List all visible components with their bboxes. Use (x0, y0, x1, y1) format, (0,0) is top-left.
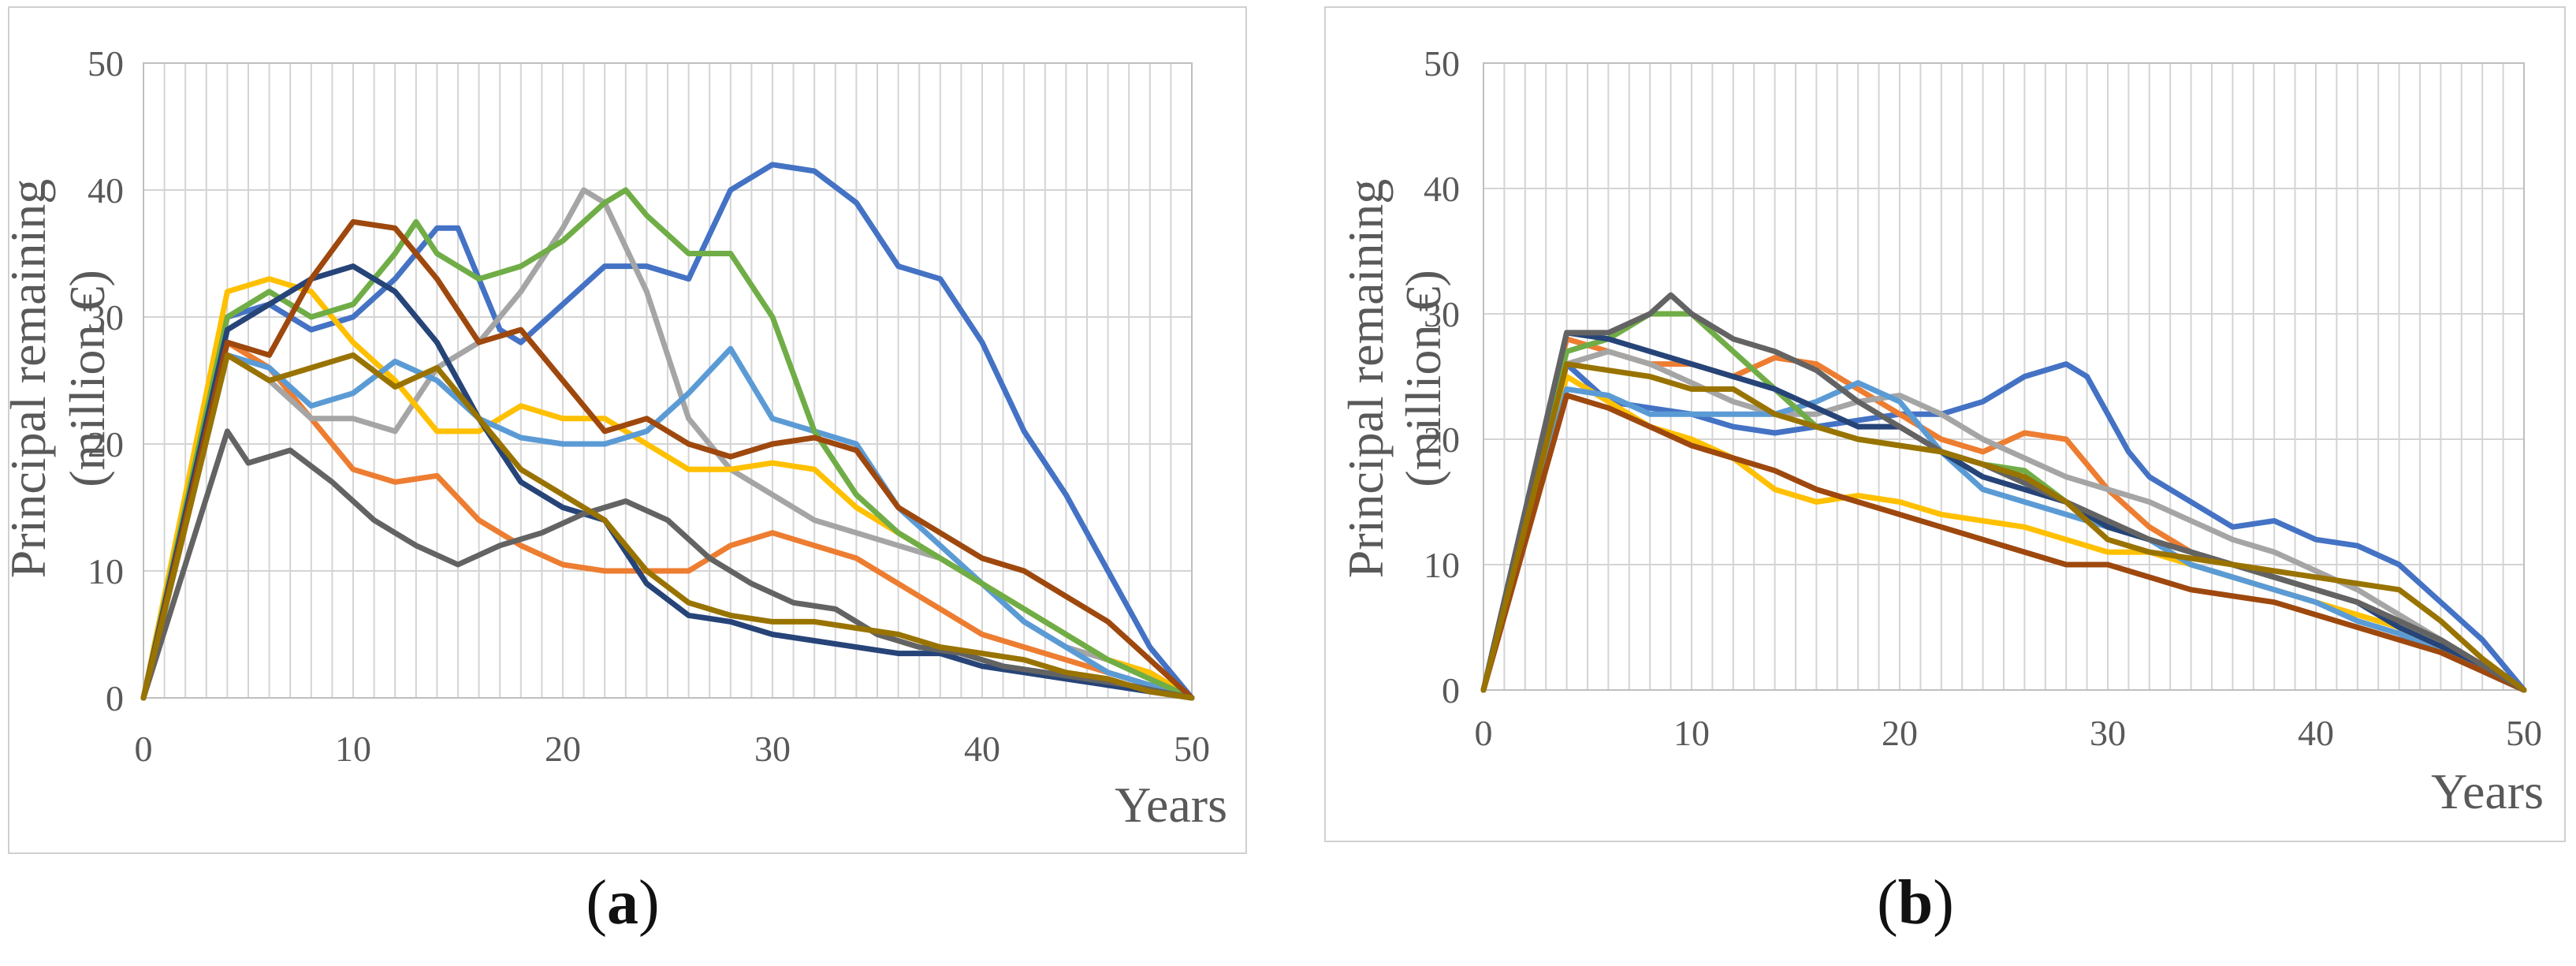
chart-panel-a: 0 10 20 30 40 50 0 10 20 30 40 50 Principal remainin… (0, 6, 1247, 854)
series-line-s1 (1480, 361, 2527, 693)
y-axis-title-line2: (million €) (59, 270, 115, 487)
series-line-s5 (140, 345, 1195, 701)
series-line-s8 (140, 218, 1195, 701)
x-axis-title: Years (1115, 777, 1227, 833)
x-tick-label: 40 (2298, 713, 2334, 753)
y-tick-label: 40 (1424, 169, 1460, 209)
x-tick-label: 10 (1673, 713, 1710, 753)
x-axis-title: Years (2431, 763, 2544, 819)
x-tick-label: 20 (545, 729, 581, 769)
y-tick-label: 50 (1424, 43, 1460, 84)
x-tick-label: 30 (2090, 713, 2126, 753)
y-tick-label: 0 (106, 678, 124, 718)
x-tick-label: 0 (135, 729, 153, 769)
x-tick-label: 40 (964, 729, 1000, 769)
y-axis-title-line2: (million €) (1395, 270, 1451, 487)
chart-b: 0 10 20 30 40 50 0 10 20 30 40 50 Principal remainin… (1338, 43, 2544, 819)
y-axis-title-line1: Principal remaining (0, 179, 56, 579)
series-line-s1 (140, 162, 1195, 701)
series-line-s7 (140, 263, 1195, 701)
y-tick-label: 30 (1424, 294, 1460, 334)
y-tick-label: 20 (87, 424, 124, 464)
series-line-s10 (140, 352, 1195, 701)
series-line-s5 (1480, 379, 2527, 693)
caption-a: (a) (586, 868, 660, 938)
y-tick-label: 40 (87, 170, 124, 211)
y-tick-label: 30 (87, 297, 124, 338)
y-tick-label: 10 (1424, 545, 1460, 585)
x-tick-label: 50 (1174, 729, 1210, 769)
series-line-s6 (140, 187, 1195, 701)
x-tick-label: 0 (1475, 713, 1493, 753)
y-tick-label: 20 (1424, 420, 1460, 460)
series-line-s10 (1480, 361, 2527, 693)
chart-panel-b: 0 10 20 30 40 50 0 10 20 30 40 50 Principal remainin… (1324, 6, 2566, 842)
x-tick-label: 10 (335, 729, 371, 769)
caption-b-letter: b (1897, 868, 1934, 938)
caption-a-letter: a (607, 868, 638, 938)
x-tick-label: 30 (754, 729, 791, 769)
x-tick-label: 20 (1882, 713, 1918, 753)
y-tick-label: 50 (87, 43, 124, 84)
y-tick-label: 10 (87, 551, 124, 591)
series-line-s9 (1480, 292, 2527, 693)
plot-area-a (143, 62, 1193, 699)
caption-b: (b) (1877, 868, 1954, 938)
series-line-s3 (1480, 349, 2527, 693)
series-line-s9 (140, 428, 1195, 701)
y-tick-label: 0 (1442, 670, 1460, 711)
y-axis-title-line1: Principal remaining (1338, 179, 1394, 579)
plot-area-b (1483, 62, 2525, 691)
chart-a: 0 10 20 30 40 50 0 10 20 30 40 50 Principal remainin… (0, 43, 1227, 833)
x-tick-label: 50 (2506, 713, 2542, 753)
series-line-s8 (1480, 392, 2527, 693)
series-line-s2 (140, 339, 1195, 701)
series-line-s4 (1480, 374, 2527, 693)
